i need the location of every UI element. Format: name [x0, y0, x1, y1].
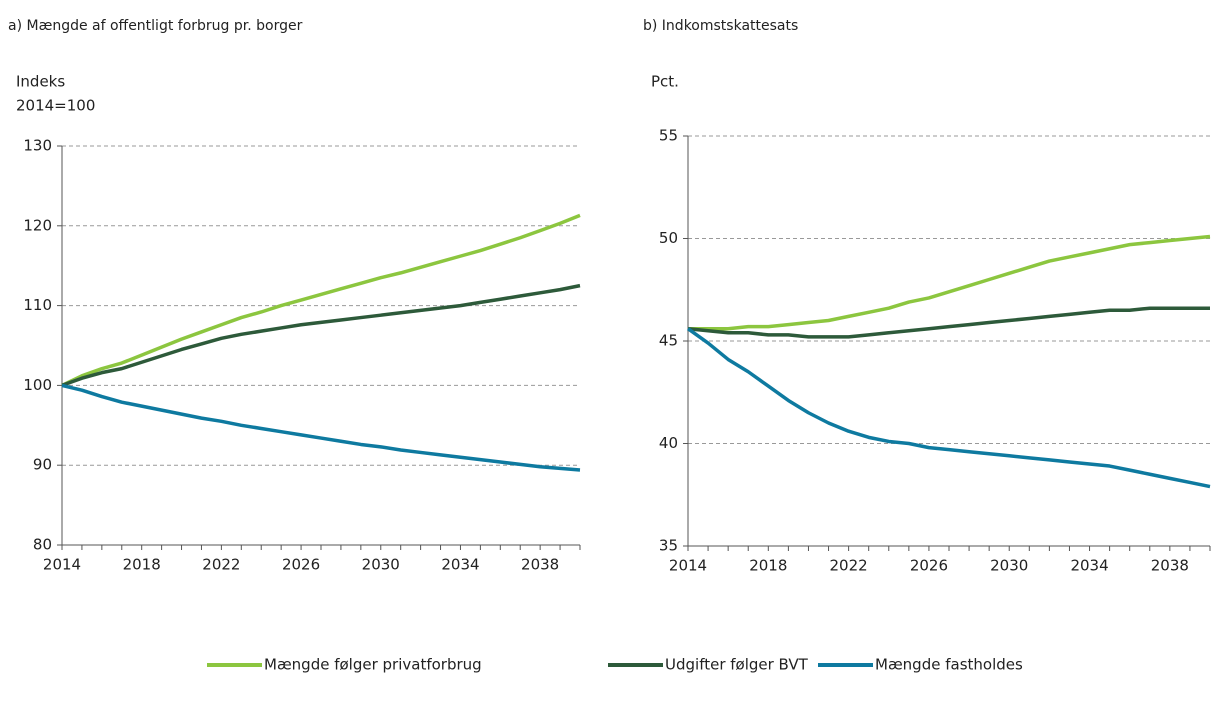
- x-tick-label: 2038: [1151, 557, 1189, 575]
- x-tick-label: 2022: [202, 556, 240, 574]
- x-tick-label: 2038: [521, 556, 559, 574]
- x-tick-label: 2034: [441, 556, 479, 574]
- x-tick-label: 2018: [123, 556, 161, 574]
- y-tick-label: 110: [23, 296, 52, 314]
- chart-title: a) Mængde af offentligt forbrug pr. borg…: [8, 18, 303, 34]
- legend-label: Udgifter følger BVT: [665, 656, 809, 674]
- legend-label: Mængde følger privatforbrug: [264, 656, 482, 674]
- series-line: [61, 213, 581, 387]
- y-tick-label: 40: [659, 434, 678, 452]
- y-tick-label: 55: [659, 127, 678, 145]
- chart-title: b) Indkomstskattesats: [643, 18, 798, 34]
- y-tick-label: 45: [659, 332, 678, 350]
- x-tick-label: 2014: [669, 557, 707, 575]
- x-tick-label: 2030: [990, 557, 1028, 575]
- x-tick-label: 2022: [830, 557, 868, 575]
- y-tick-label: 120: [23, 216, 52, 234]
- y-tick-label: 90: [33, 456, 52, 474]
- x-tick-label: 2014: [43, 556, 81, 574]
- y-tick-label: 50: [659, 229, 678, 247]
- y-tick-label: 80: [33, 536, 52, 554]
- y-tick-label: 130: [23, 137, 52, 155]
- y-tick-label: 35: [659, 537, 678, 555]
- x-tick-label: 2034: [1070, 557, 1108, 575]
- series-line: [688, 234, 1211, 331]
- series-line: [61, 383, 581, 472]
- y-axis-label: 2014=100: [16, 97, 95, 115]
- y-tick-label: 100: [23, 376, 52, 394]
- x-tick-label: 2030: [362, 556, 400, 574]
- y-axis-label: Pct.: [651, 73, 679, 91]
- legend-label: Mængde fastholdes: [875, 656, 1023, 674]
- x-tick-label: 2026: [282, 556, 320, 574]
- x-tick-label: 2026: [910, 557, 948, 575]
- x-tick-label: 2018: [749, 557, 787, 575]
- series-line: [61, 283, 581, 388]
- series-line: [687, 306, 1210, 339]
- y-axis-label: Indeks: [16, 73, 65, 91]
- series-line: [686, 327, 1211, 489]
